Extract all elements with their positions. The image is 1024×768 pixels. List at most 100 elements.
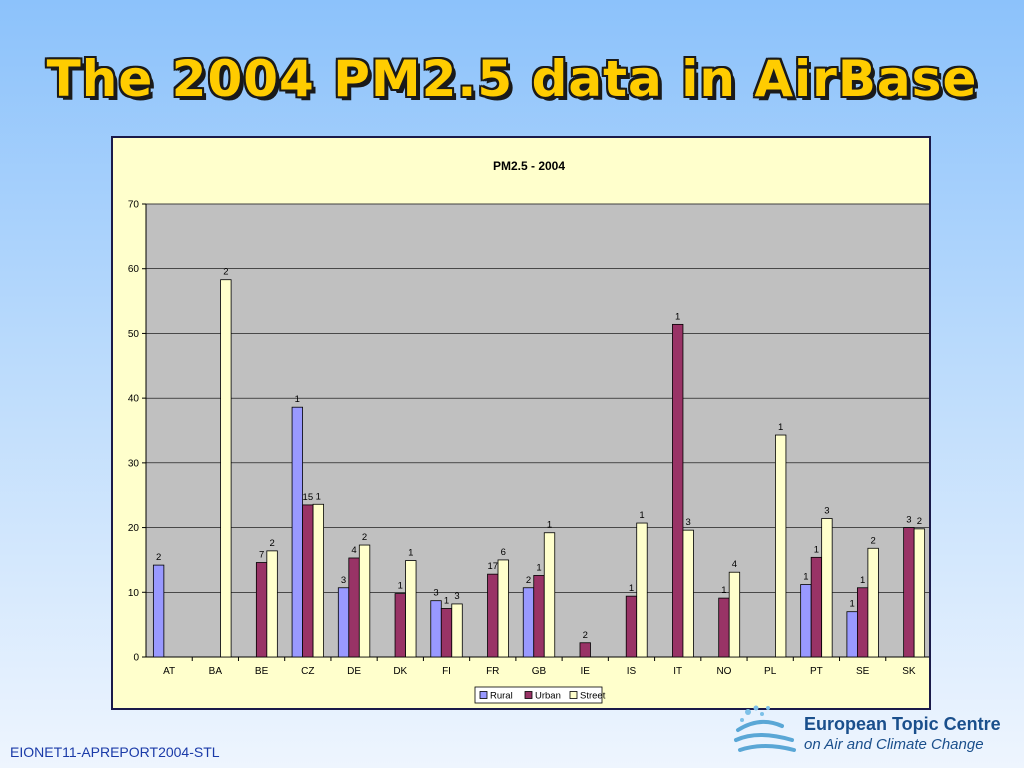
x-tick-label-it: IT	[673, 666, 682, 677]
bar-urban-it	[672, 323, 684, 658]
bar-street-be	[266, 550, 278, 658]
x-tick-label-cz: CZ	[301, 666, 314, 677]
data-label-street-se: 2	[870, 535, 875, 546]
bar-urban-be	[255, 562, 268, 658]
data-label-street-dk: 1	[408, 548, 413, 559]
bar-rural-se	[846, 611, 858, 658]
legend-box	[474, 686, 603, 704]
bar-urban-sk	[903, 527, 915, 658]
data-label-rural-de: 3	[341, 575, 346, 586]
footer-code: EIONET11-APREPORT2004-STL	[10, 744, 220, 760]
data-label-street-pl: 1	[778, 422, 783, 433]
x-tick-label-gb: GB	[532, 666, 547, 677]
data-label-urban-cz: 15	[303, 492, 314, 503]
bar-rural-cz	[291, 406, 303, 658]
legend-swatch-street	[569, 691, 578, 699]
bar-street-se	[867, 547, 879, 658]
legend-label-rural: Rural	[490, 691, 513, 702]
chart-legend: Rural Urban Street	[474, 686, 606, 704]
x-tick-label-dk: DK	[393, 666, 407, 677]
etc-logo-mark-icon	[734, 705, 796, 752]
bar-street-ba	[220, 279, 232, 658]
data-label-urban-be: 7	[259, 550, 264, 561]
bar-street-fi	[451, 603, 463, 658]
y-tick-label: 60	[128, 264, 140, 275]
x-tick-label-de: DE	[347, 666, 361, 677]
data-label-urban-gb: 1	[536, 562, 541, 573]
data-label-street-be: 2	[269, 538, 274, 549]
slide-title: The 2004 PM2.5 data in AirBase	[46, 50, 978, 108]
chart-frame: PM2.5 - 2004 0 10 20 30 40 50 60 70 AT 2 BA 2 BE 7 2 CZ…	[111, 136, 931, 710]
etc-logo: European Topic Centre on Air and Climate…	[732, 702, 1001, 762]
bar-urban-is	[625, 595, 638, 658]
data-label-rural-at: 2	[156, 552, 161, 563]
data-label-street-cz: 1	[316, 491, 321, 502]
data-label-urban-se: 1	[860, 575, 865, 586]
legend-swatch-urban	[524, 691, 533, 699]
x-tick-label-se: SE	[856, 666, 870, 677]
bar-urban-se	[856, 587, 869, 658]
x-tick-label-pl: PL	[764, 666, 777, 677]
bar-street-pl	[775, 434, 787, 658]
data-label-urban-de: 4	[351, 545, 356, 556]
data-label-street-is: 1	[639, 510, 644, 521]
data-label-urban-no: 1	[721, 585, 726, 596]
data-label-street-gb: 1	[547, 520, 552, 531]
data-label-rural-gb: 2	[526, 575, 531, 586]
bar-urban-pt	[810, 556, 823, 658]
bar-street-cz	[312, 503, 324, 658]
bar-street-dk	[405, 560, 417, 658]
x-tick-label-sk: SK	[902, 666, 916, 677]
x-tick-label-at: AT	[163, 666, 175, 677]
bar-street-sk	[913, 528, 926, 658]
bar-street-pt	[821, 518, 833, 658]
bar-street-is	[636, 522, 648, 658]
bar-urban-no	[718, 597, 730, 658]
x-tick-label-is: IS	[627, 666, 637, 677]
logo-line1: European Topic Centre	[804, 714, 1001, 734]
data-label-rural-se: 1	[849, 599, 854, 610]
bar-street-fr	[497, 559, 509, 658]
data-label-street-no: 4	[732, 559, 737, 570]
data-label-urban-fi: 1	[444, 595, 449, 606]
bar-street-de	[358, 544, 371, 658]
data-label-rural-fi: 3	[433, 588, 438, 599]
bar-rural-de	[337, 587, 350, 658]
data-label-urban-is: 1	[629, 583, 634, 594]
pm25-bar-chart: PM2.5 - 2004 010203040506070AT2BA2BE72CZ…	[128, 159, 929, 704]
bar-urban-dk	[394, 593, 406, 658]
x-tick-label-fi: FI	[442, 666, 451, 677]
chart-title: PM2.5 - 2004	[493, 159, 565, 173]
data-label-urban-fr: 17	[487, 561, 498, 572]
data-label-rural-pt: 1	[803, 572, 808, 583]
data-label-urban-sk: 3	[906, 515, 911, 526]
bar-street-no	[728, 571, 741, 658]
bar-street-it	[682, 529, 694, 658]
data-label-street-fr: 6	[501, 547, 506, 558]
y-tick-label: 40	[128, 394, 140, 405]
y-tick-label: 70	[128, 200, 140, 211]
bar-urban-ie	[579, 642, 591, 658]
data-label-urban-it: 1	[675, 311, 680, 322]
logo-line2: on Air and Climate Change	[804, 736, 984, 753]
x-tick-label-be: BE	[255, 666, 269, 677]
x-tick-label-pt: PT	[810, 666, 823, 677]
data-label-street-pt: 3	[824, 506, 829, 517]
bar-urban-fr	[487, 573, 499, 658]
data-label-urban-pt: 1	[814, 544, 819, 555]
bar-rural-gb	[522, 587, 535, 658]
data-label-rural-cz: 1	[295, 394, 300, 405]
y-tick-label: 30	[128, 458, 140, 469]
data-label-urban-ie: 2	[583, 630, 588, 641]
bar-rural-pt	[800, 584, 812, 658]
bar-rural-fi	[430, 600, 442, 658]
data-label-street-it: 3	[686, 517, 691, 528]
data-label-urban-dk: 1	[398, 581, 403, 592]
bar-street-gb	[543, 532, 556, 658]
x-tick-label-ie: IE	[581, 666, 591, 677]
legend-label-urban: Urban	[535, 691, 561, 702]
y-tick-label: 0	[133, 653, 139, 664]
y-tick-label: 20	[128, 523, 140, 534]
bar-urban-cz	[302, 504, 314, 658]
bar-urban-de	[348, 557, 360, 658]
